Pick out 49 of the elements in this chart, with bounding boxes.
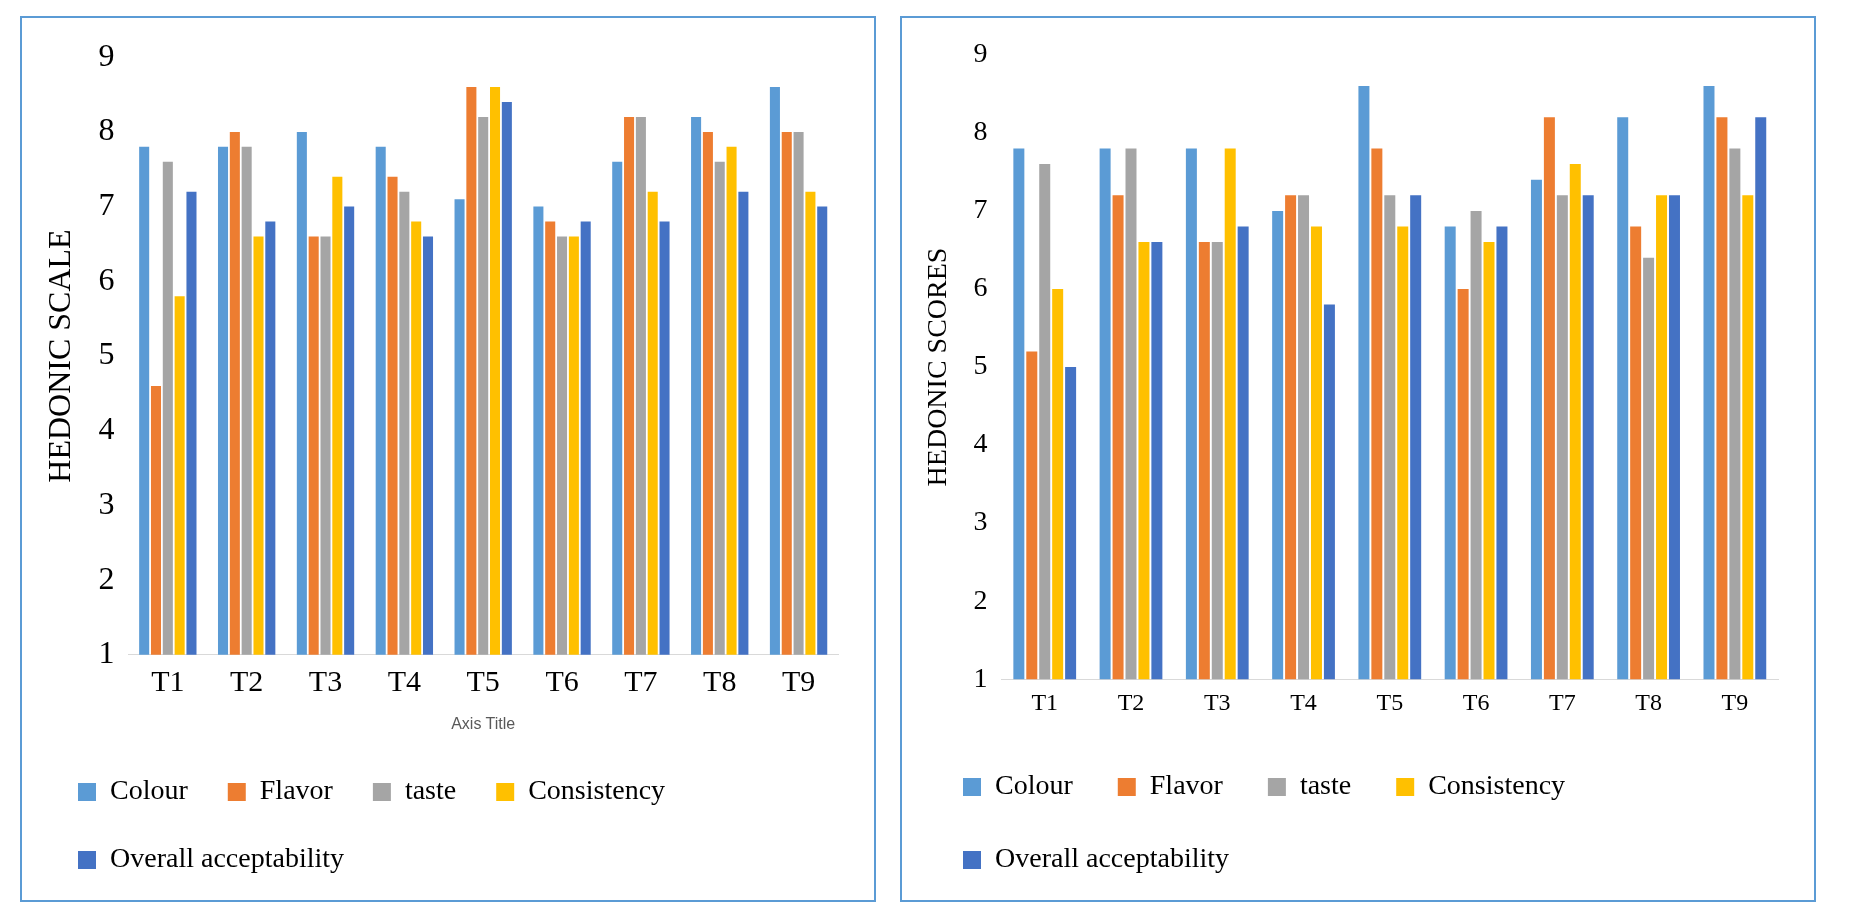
x-tick-label: T4 xyxy=(387,663,422,697)
x-tick-label: T7 xyxy=(624,663,658,697)
y-tick-label: 3 xyxy=(98,484,115,521)
y-tick-label: 1 xyxy=(973,661,988,693)
y-tick-label: 5 xyxy=(973,349,988,381)
legend-label: Consistency xyxy=(528,774,666,806)
x-tick-label: T7 xyxy=(1549,688,1576,715)
x-tick-label: T5 xyxy=(466,663,500,697)
legend-label: Overall acceptability xyxy=(995,842,1229,874)
x-tick-label: T1 xyxy=(1031,688,1059,715)
y-tick-label: 3 xyxy=(973,505,988,537)
y-tick-label: 6 xyxy=(973,271,988,303)
y-tick-label: 7 xyxy=(973,193,988,225)
y-tick-label: 8 xyxy=(973,115,988,147)
y-tick-label: 6 xyxy=(98,260,115,297)
y-tick-label: 4 xyxy=(973,427,988,459)
x-tick-label: T1 xyxy=(151,663,185,697)
legend-label: taste xyxy=(404,774,457,806)
legend-label: Colour xyxy=(995,769,1074,801)
x-tick-label: T3 xyxy=(1203,688,1231,715)
legend-label: Overall acceptability xyxy=(110,842,344,874)
x-tick-label: T4 xyxy=(1290,688,1317,715)
x-tick-label: T8 xyxy=(703,663,737,697)
x-tick-label: T6 xyxy=(545,663,579,697)
x-tick-label: T5 xyxy=(1376,688,1404,715)
x-tick-label: T2 xyxy=(1117,688,1145,715)
y-tick-label: 2 xyxy=(973,583,988,615)
x-tick-label: T2 xyxy=(230,663,264,697)
y-tick-label: 5 xyxy=(98,335,115,372)
legend-label: Flavor xyxy=(259,774,334,806)
y-tick-label: 1 xyxy=(98,634,115,671)
y-tick-label: 8 xyxy=(98,111,115,148)
y-tick-label: 7 xyxy=(98,186,115,223)
y-tick-label: 4 xyxy=(98,410,115,447)
legend-label: taste xyxy=(1299,769,1352,801)
legend-label: Flavor xyxy=(1149,769,1224,801)
x-axis-title: Axis Title xyxy=(451,714,516,732)
y-axis-title: HEDONIC SCORES xyxy=(921,247,953,487)
y-tick-label: 2 xyxy=(98,559,115,596)
x-tick-label: T9 xyxy=(781,663,816,697)
y-axis-title: HEDONIC SCALE xyxy=(40,229,77,483)
y-tick-label: 9 xyxy=(973,37,988,69)
legend-label: Colour xyxy=(110,774,189,806)
x-tick-label: T6 xyxy=(1462,688,1490,715)
x-tick-label: T9 xyxy=(1721,688,1749,715)
y-tick-label: 9 xyxy=(98,36,115,73)
x-tick-label: T8 xyxy=(1635,688,1662,715)
x-tick-label: T3 xyxy=(308,663,343,697)
legend-label: Consistency xyxy=(1428,769,1566,801)
